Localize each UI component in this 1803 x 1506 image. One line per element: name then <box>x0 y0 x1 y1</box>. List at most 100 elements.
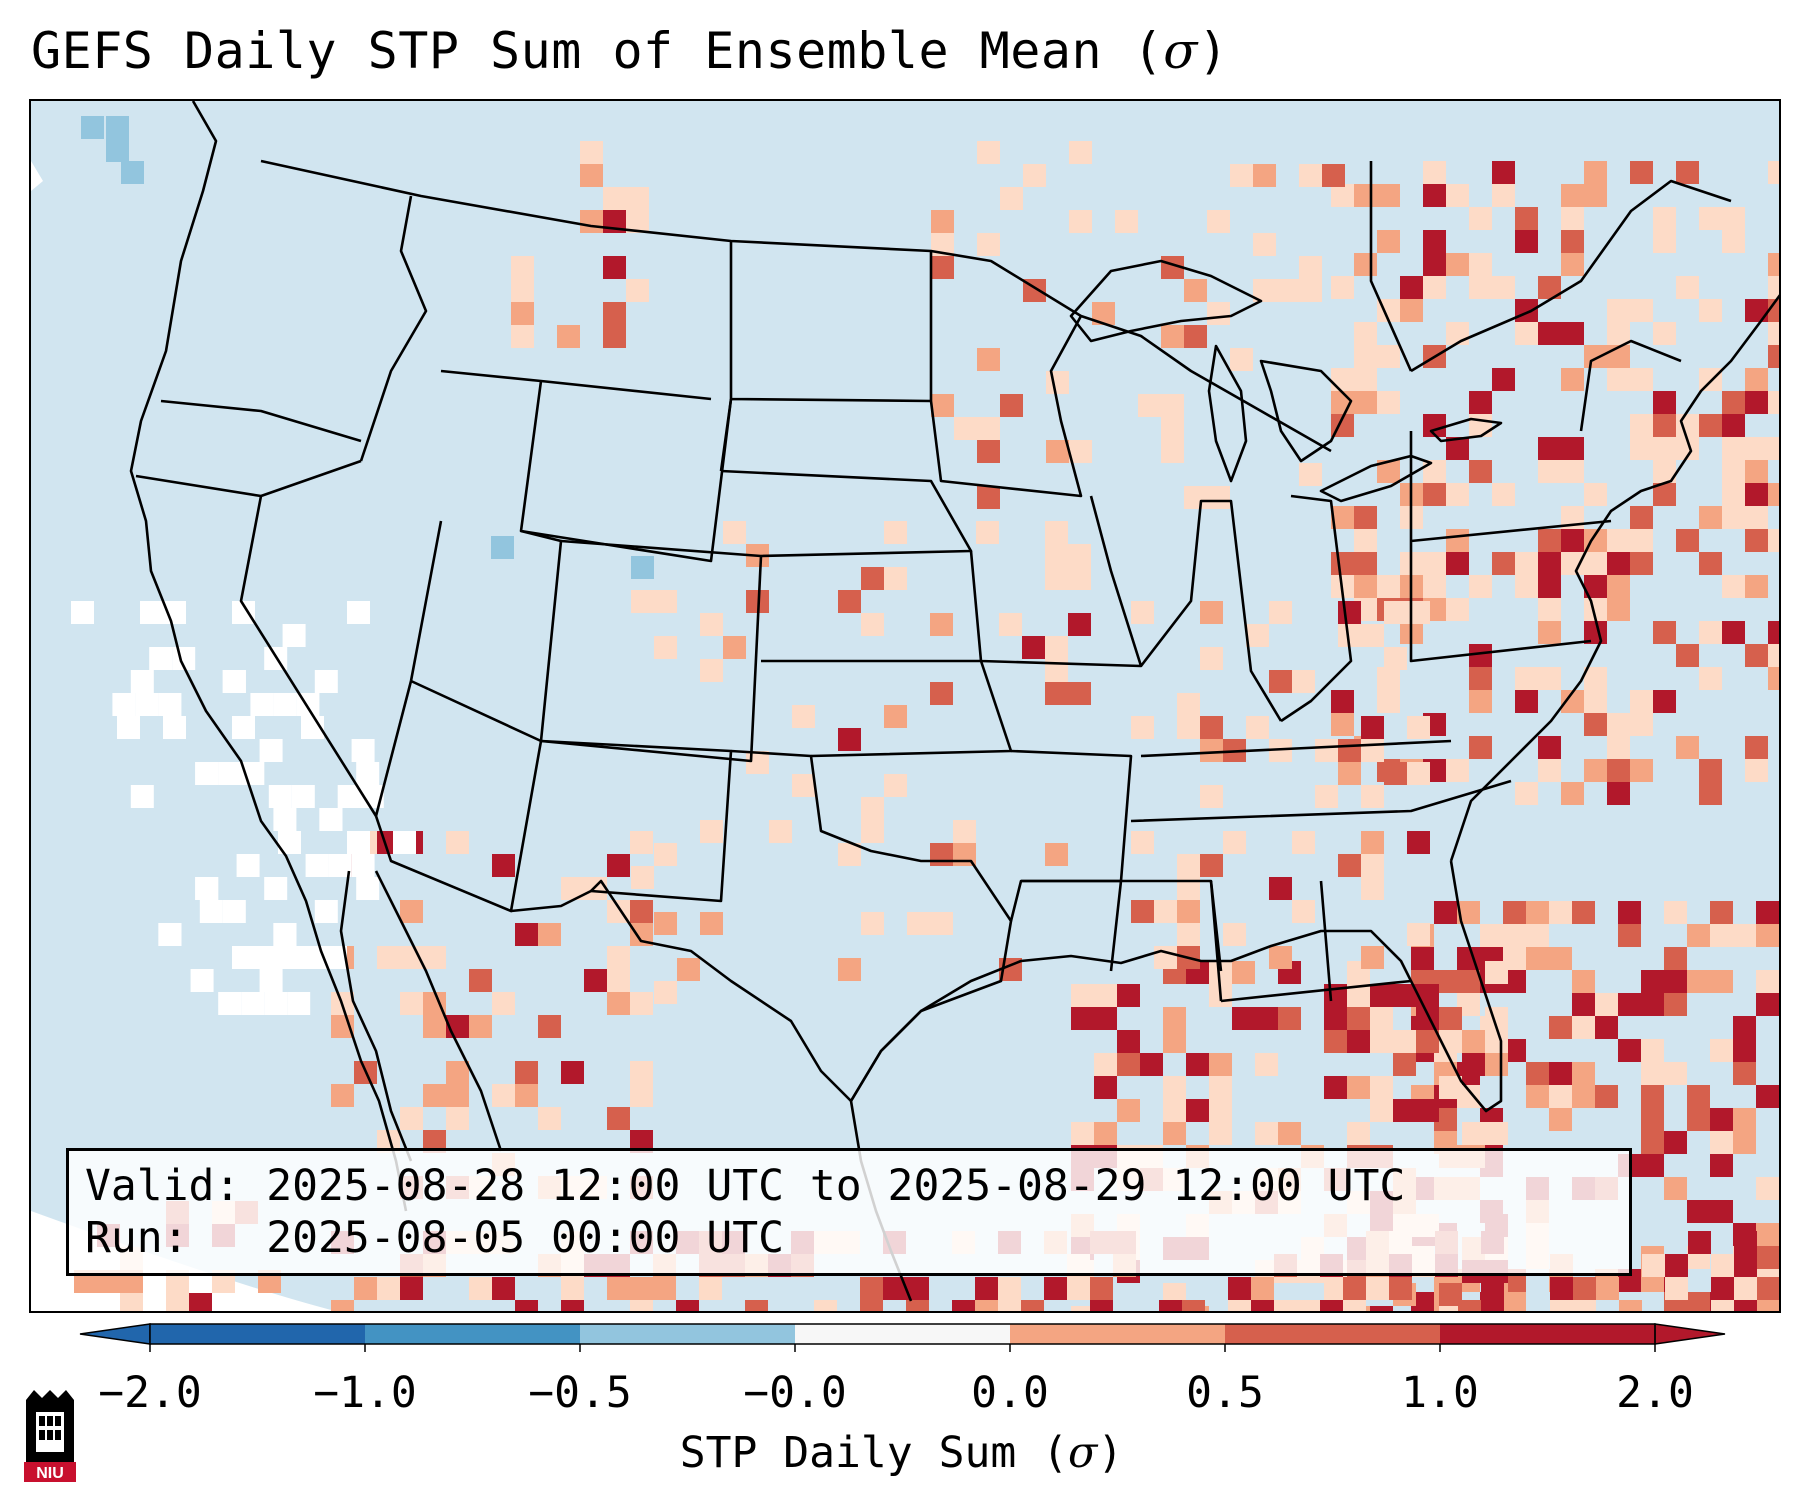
anomaly-cell <box>1377 460 1400 483</box>
anomaly-cell <box>511 325 534 348</box>
anomaly-cell <box>1549 901 1572 924</box>
state-ut-co <box>410 529 563 743</box>
state-az-nm <box>374 740 543 913</box>
map-panel[interactable] <box>29 99 1781 1313</box>
anomaly-cell <box>1269 946 1292 969</box>
anomaly-cell <box>630 992 653 1015</box>
anomaly-cell <box>1780 1231 1781 1254</box>
anomaly-cell <box>1779 1085 1781 1108</box>
anomaly-cell <box>1022 636 1045 659</box>
anomaly-cell <box>1209 1076 1232 1099</box>
anomaly-cell <box>1469 276 1492 299</box>
lake-erie <box>1319 454 1433 503</box>
anomaly-cell <box>1607 782 1630 805</box>
anomaly-cell <box>1407 762 1430 785</box>
anomaly-cell <box>1292 900 1315 923</box>
anomaly-cell <box>1046 440 1069 463</box>
anomaly-cell <box>1573 1277 1596 1300</box>
anomaly-cell <box>1377 345 1400 368</box>
anomaly-cell <box>1584 483 1607 506</box>
anomaly-cell <box>1354 506 1377 529</box>
colorbar-tick-label: −2.0 <box>98 1368 202 1418</box>
anomaly-cell <box>1324 1007 1347 1030</box>
neutral-cell <box>291 785 315 808</box>
anomaly-cell <box>1439 1306 1462 1311</box>
state-tn-ky <box>1130 739 1512 823</box>
anomaly-cell <box>1768 529 1779 552</box>
anomaly-cell <box>1255 1007 1278 1030</box>
anomaly-cell <box>1446 322 1469 345</box>
anomaly-cell <box>1228 1300 1251 1311</box>
anomaly-cell <box>654 912 677 935</box>
anomaly-cell <box>1722 207 1745 230</box>
neutral-cell <box>112 693 136 716</box>
anomaly-cell <box>1163 1122 1186 1145</box>
neutral-cell <box>264 877 288 900</box>
anomaly-cell <box>469 969 492 992</box>
anomaly-cell <box>1163 1030 1186 1053</box>
negative-cell <box>106 116 129 139</box>
anomaly-cell <box>1354 184 1377 207</box>
anomaly-cell <box>1469 414 1492 437</box>
anomaly-cell <box>1230 348 1253 371</box>
anomaly-cell <box>1446 184 1469 207</box>
anomaly-cell <box>931 210 954 233</box>
neutral-cell <box>278 946 301 969</box>
anomaly-cell <box>1269 601 1292 624</box>
anomaly-cell <box>1687 924 1710 947</box>
anomaly-cell <box>676 1300 699 1311</box>
anomaly-cell <box>1641 970 1664 993</box>
anomaly-cell <box>1538 759 1561 782</box>
anomaly-cell <box>1687 970 1710 993</box>
anomaly-cell <box>1768 345 1779 368</box>
neutral-cell <box>356 877 380 900</box>
anomaly-cell <box>1071 1122 1094 1145</box>
anomaly-cell <box>1584 667 1607 690</box>
anomaly-cell <box>1131 716 1154 739</box>
neutral-cell <box>163 716 186 739</box>
anomaly-cell <box>1423 276 1446 299</box>
anomaly-cell <box>1710 1131 1733 1154</box>
anomaly-cell <box>1469 207 1492 230</box>
anomaly-cell <box>1200 739 1223 762</box>
anomaly-cell <box>1092 302 1115 325</box>
anomaly-cell <box>1733 924 1756 947</box>
anomaly-cell <box>1641 1085 1664 1108</box>
anomaly-cell <box>1177 716 1200 739</box>
anomaly-cell <box>1630 759 1653 782</box>
colorbar-tick-label: −0.0 <box>743 1368 847 1418</box>
anomaly-cell <box>1068 567 1091 590</box>
anomaly-cell <box>630 831 653 854</box>
anomaly-cell <box>1768 161 1779 184</box>
colorbar-tick-label: −0.5 <box>528 1368 632 1418</box>
anomaly-cell <box>1734 1254 1757 1277</box>
state-ne-states <box>1579 339 1682 432</box>
anomaly-cell <box>1722 230 1745 253</box>
anomaly-cell <box>1255 1122 1278 1145</box>
anomaly-cell <box>1462 1122 1485 1145</box>
anomaly-cell <box>1756 970 1779 993</box>
anomaly-cell <box>1526 924 1549 947</box>
anomaly-cell <box>1423 460 1446 483</box>
anomaly-cell <box>1503 924 1526 947</box>
colorbar-tick-label: 0.5 <box>1186 1368 1264 1418</box>
anomaly-cell <box>1457 970 1480 993</box>
anomaly-cell <box>580 210 603 233</box>
anomaly-cell <box>1485 961 1508 984</box>
anomaly-cell <box>1595 1085 1618 1108</box>
anomaly-cell <box>1209 1122 1232 1145</box>
anomaly-cell <box>492 854 515 877</box>
anomaly-cell <box>377 1277 400 1300</box>
anomaly-cell <box>331 1084 354 1107</box>
colorbar-tick-label: 1.0 <box>1401 1368 1479 1418</box>
anomaly-cell <box>884 705 907 728</box>
anomaly-cell <box>1630 690 1653 713</box>
run-info-box: Valid: 2025-08-28 12:00 UTC to 2025-08-2… <box>66 1148 1632 1276</box>
anomaly-cell <box>1745 299 1768 322</box>
anomaly-cell <box>1071 984 1094 1007</box>
anomaly-cell <box>1000 394 1023 417</box>
anomaly-cell <box>1209 1053 1232 1076</box>
anomaly-cell <box>120 1293 143 1311</box>
anomaly-cell <box>1549 947 1572 970</box>
anomaly-cell <box>1745 506 1768 529</box>
